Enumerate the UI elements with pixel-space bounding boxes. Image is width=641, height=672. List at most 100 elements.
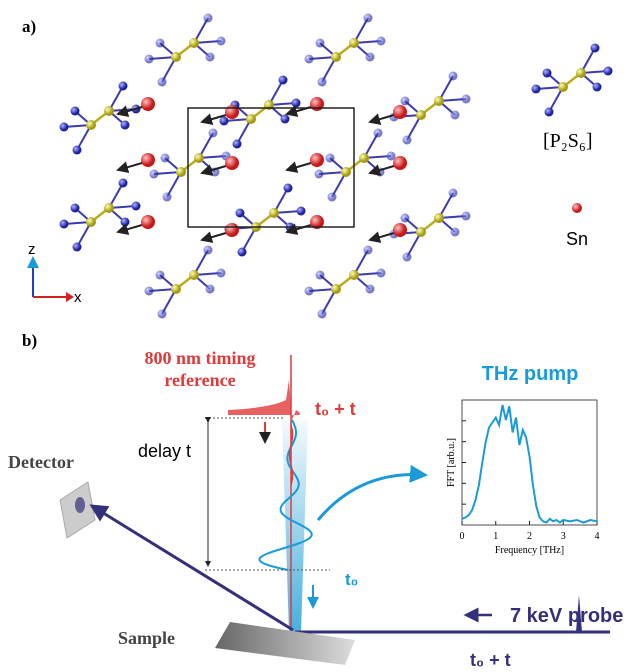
sulfur-atom bbox=[461, 94, 471, 104]
sulfur-atom bbox=[237, 247, 247, 257]
sulfur-atom bbox=[450, 110, 460, 120]
fft-line bbox=[461, 404, 598, 524]
delay-label: delay t bbox=[138, 441, 191, 461]
sulfur-atom bbox=[592, 82, 602, 92]
sulfur-atom bbox=[448, 188, 458, 198]
beam-label: 800 nm timing bbox=[144, 348, 255, 368]
displacement-arrow bbox=[368, 164, 395, 176]
sulfur-atom bbox=[280, 114, 290, 124]
displacement-arrow bbox=[200, 113, 227, 125]
phosphorus-atom bbox=[171, 284, 181, 294]
phosphorus-atom bbox=[359, 153, 369, 163]
probe-pulse bbox=[576, 595, 582, 632]
sulfur-atom bbox=[160, 153, 170, 163]
legend-atom bbox=[572, 203, 582, 213]
sulfur-atom bbox=[162, 192, 172, 202]
phosphorus-atom bbox=[434, 96, 444, 106]
x-tick-label: 1 bbox=[493, 531, 498, 542]
panel-label: a) bbox=[22, 17, 36, 36]
sulfur-atom bbox=[590, 43, 600, 53]
tin-atom bbox=[393, 223, 407, 237]
legend-label: [P₂S₆] bbox=[543, 130, 593, 152]
phosphorus-atom bbox=[349, 38, 359, 48]
phosphorus-atom bbox=[246, 114, 256, 124]
x-tick-label: 0 bbox=[460, 531, 465, 542]
sulfur-atom bbox=[365, 284, 375, 294]
displacement-arrow bbox=[285, 223, 312, 235]
phosphorus-atom bbox=[104, 106, 114, 116]
sulfur-atom bbox=[144, 54, 154, 64]
sulfur-atom bbox=[296, 206, 306, 216]
sulfur-atom bbox=[216, 36, 226, 46]
axis-label: z bbox=[28, 241, 36, 258]
phosphorus-atom bbox=[194, 153, 204, 163]
phosphorus-atom bbox=[349, 270, 359, 280]
tin-atom bbox=[310, 215, 324, 229]
phosphorus-atom bbox=[269, 208, 279, 218]
sulfur-atom bbox=[450, 227, 460, 237]
phosphorus-atom bbox=[331, 52, 341, 62]
phosphorus-atom bbox=[86, 120, 96, 130]
sulfur-atom bbox=[542, 68, 552, 78]
sulfur-atom bbox=[327, 192, 337, 202]
phosphorus-atom bbox=[576, 68, 586, 78]
tin-atom bbox=[310, 97, 324, 111]
panel-label: b) bbox=[22, 331, 37, 350]
sulfur-atom bbox=[235, 208, 245, 218]
time-label: t₀ + t bbox=[315, 399, 356, 419]
displacement-arrow bbox=[116, 223, 143, 235]
axis-label: x bbox=[74, 289, 82, 306]
timing-pulse bbox=[228, 380, 300, 420]
detector-label: Detector bbox=[8, 452, 74, 472]
displacement-arrow bbox=[116, 161, 143, 173]
sulfur-atom bbox=[315, 38, 325, 48]
sulfur-atom bbox=[149, 169, 159, 179]
sample-label: Sample bbox=[118, 628, 175, 648]
sulfur-atom bbox=[203, 13, 213, 23]
sulfur-atom bbox=[232, 139, 242, 149]
x-axis-label: Frequency [THz] bbox=[495, 545, 564, 556]
time-label: t₀ + t bbox=[470, 650, 511, 670]
sulfur-atom bbox=[314, 169, 324, 179]
sulfur-atom bbox=[402, 135, 412, 145]
sulfur-atom bbox=[203, 245, 213, 255]
phosphorus-atom bbox=[558, 82, 568, 92]
displacement-arrow bbox=[368, 231, 395, 243]
tin-atom bbox=[393, 156, 407, 170]
sulfur-atom bbox=[603, 66, 613, 76]
beam-label: THz pump bbox=[482, 363, 579, 385]
sulfur-atom bbox=[291, 98, 301, 108]
sulfur-atom bbox=[315, 270, 325, 280]
sulfur-atom bbox=[118, 178, 128, 188]
displacement-arrow bbox=[368, 113, 395, 125]
sulfur-atom bbox=[317, 309, 327, 319]
x-tick-label: 4 bbox=[595, 531, 600, 542]
unit-cell bbox=[187, 107, 355, 228]
sulfur-atom bbox=[59, 122, 69, 132]
diffracted-beam bbox=[89, 504, 294, 632]
pump-beam bbox=[282, 420, 308, 632]
tin-atom bbox=[141, 215, 155, 229]
arrow bbox=[316, 464, 428, 521]
phosphorus-atom bbox=[416, 227, 426, 237]
sulfur-atom bbox=[363, 13, 373, 23]
crystal-structure bbox=[59, 13, 613, 319]
sulfur-atom bbox=[118, 81, 128, 91]
sulfur-atom bbox=[72, 145, 82, 155]
sulfur-atom bbox=[376, 268, 386, 278]
displacement-arrow bbox=[200, 231, 227, 243]
fft-inset: 0 1 2 3 4 Frequency [THz] FFT [arb.u.] bbox=[446, 399, 600, 556]
phosphorus-atom bbox=[341, 167, 351, 177]
sulfur-atom bbox=[400, 213, 410, 223]
tin-atom bbox=[141, 97, 155, 111]
sulfur-atom bbox=[155, 270, 165, 280]
sulfur-atom bbox=[120, 120, 130, 130]
sulfur-atom bbox=[363, 245, 373, 255]
tin-atom bbox=[225, 156, 239, 170]
x-tick-label: 2 bbox=[527, 531, 532, 542]
sulfur-atom bbox=[144, 286, 154, 296]
phosphorus-atom bbox=[189, 38, 199, 48]
sulfur-atom bbox=[386, 151, 396, 161]
probe-label: 7 keV probe bbox=[510, 605, 623, 627]
